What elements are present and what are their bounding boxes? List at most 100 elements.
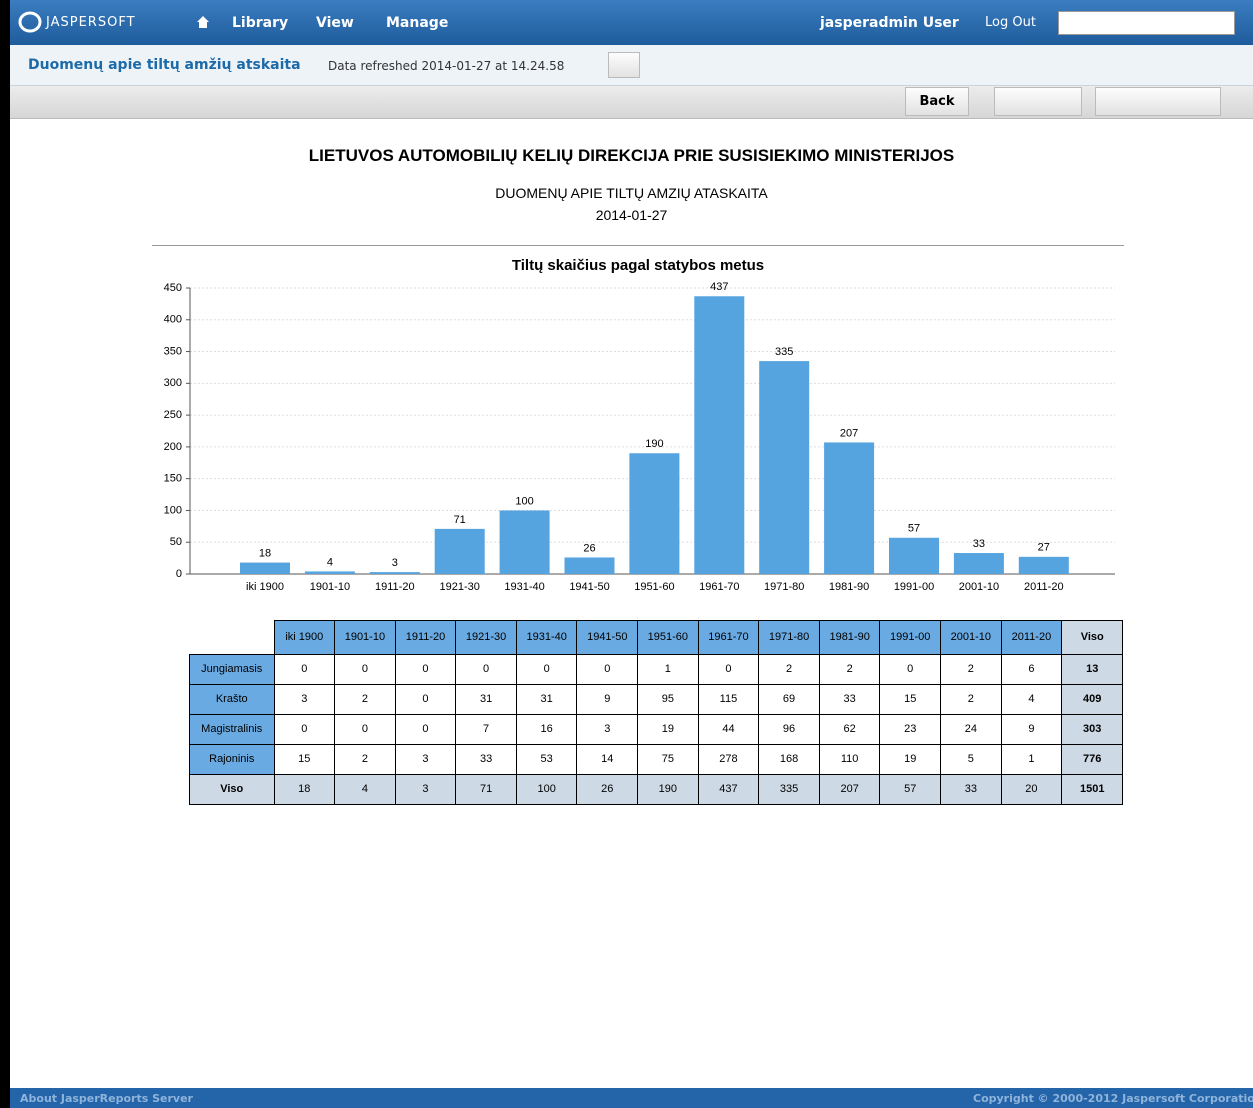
table-row: Krašto 3 2 0 31 31 9 95 115 69 33 15 2 4 409 <box>189 683 1124 715</box>
undo-redo-buttons[interactable] <box>1095 87 1221 116</box>
table-cell: 0 <box>697 653 760 685</box>
table-cell: 57 <box>879 773 942 805</box>
column-header: 1961-70 <box>697 620 760 655</box>
table-cell: 6 <box>1000 653 1063 685</box>
table-cell: 18 <box>273 773 336 805</box>
table-cell: 0 <box>879 653 942 685</box>
table-cell: 0 <box>273 653 336 685</box>
column-header: 1971-80 <box>758 620 820 655</box>
table-cell: 95 <box>637 683 699 715</box>
y-tick-label: 250 <box>164 409 182 421</box>
table-cell: 2 <box>758 653 820 685</box>
brand: JASPERSOFT <box>46 15 136 30</box>
report-title: LIETUVOS AUTOMOBILIŲ KELIŲ DIREKCIJA PRI… <box>308 146 955 165</box>
table-cell: 0 <box>334 713 396 745</box>
table-cell: 15 <box>879 683 942 715</box>
data-table: iki 1900 1901-10 1911-20 1921-30 1931-40 1941… <box>189 620 1124 805</box>
logout[interactable]: Log Out <box>985 15 1036 30</box>
chart: Tiltų skaičius pagal statybos metus 0 50 1… <box>164 257 1115 593</box>
table-cell: 335 <box>758 773 820 805</box>
column-header: 2001-10 <box>940 620 1002 655</box>
y-tick-label: 450 <box>164 282 182 294</box>
y-tick-label: 400 <box>164 314 182 326</box>
data-label: 100 <box>515 495 533 507</box>
table-cell: 96 <box>758 713 820 745</box>
y-tick-label: 0 <box>176 568 182 580</box>
table-cell: 115 <box>697 683 760 715</box>
export-buttons[interactable] <box>994 87 1082 116</box>
separator <box>152 245 1124 246</box>
row-header: Rajoninis <box>189 743 275 775</box>
x-tick-label: iki 1900 <box>246 581 284 593</box>
nav-view[interactable]: View <box>316 15 354 31</box>
column-header: 1981-90 <box>818 620 881 655</box>
user-name[interactable]: jasperadmin User <box>820 15 959 31</box>
refresh-button[interactable] <box>608 52 640 78</box>
x-tick-label: 1951-60 <box>634 581 674 593</box>
table-cell: 1501 <box>1061 773 1124 805</box>
table-cell: 53 <box>515 743 578 775</box>
footer-about[interactable]: About JasperReports Server <box>20 1092 193 1105</box>
table-row: Rajoninis 15 2 3 33 53 14 75 278 168 110 19 5 1 776 <box>189 743 1124 775</box>
column-header: 1911-20 <box>394 620 457 655</box>
column-header: Viso <box>1061 620 1124 655</box>
table-cell: 7 <box>455 713 517 745</box>
table-cell: 776 <box>1061 743 1124 775</box>
nav-library[interactable]: Library <box>232 15 289 31</box>
table-cell: 9 <box>1000 713 1063 745</box>
table-cell: 33 <box>818 683 881 715</box>
table-cell: 2 <box>940 653 1002 685</box>
column-header: 1901-10 <box>334 620 396 655</box>
column-header: 1951-60 <box>637 620 699 655</box>
nav-bar: JASPERSOFT Library View Manage jasperadm… <box>10 0 1253 45</box>
table-cell: 71 <box>455 773 517 805</box>
table-cell: 15 <box>273 743 336 775</box>
table-cell: 75 <box>637 743 699 775</box>
table-cell: 62 <box>818 713 881 745</box>
column-header: 1931-40 <box>515 620 578 655</box>
table-row: Viso 18 4 3 71 100 26 190 437 335 207 57 33 20 1501 <box>189 773 1124 805</box>
y-tick-label: 100 <box>164 504 182 516</box>
table-cell: 0 <box>273 713 336 745</box>
data-label: 26 <box>583 542 595 554</box>
table-cell: 3 <box>273 683 336 715</box>
column-header: 2011-20 <box>1000 620 1063 655</box>
home-icon[interactable] <box>196 15 210 29</box>
table-cell: 168 <box>758 743 820 775</box>
x-tick-label: 1911-20 <box>375 581 415 593</box>
table-cell: 33 <box>940 773 1002 805</box>
table-cell: 9 <box>576 683 639 715</box>
table-row: Jungiamasis 0 0 0 0 0 0 1 0 2 2 0 2 6 13 <box>189 653 1124 685</box>
table-cell: 20 <box>1000 773 1063 805</box>
data-label: 3 <box>392 557 398 569</box>
bar <box>434 528 485 574</box>
toolbar: Back <box>10 86 1253 119</box>
row-header: Viso <box>189 773 275 805</box>
table-cell: 3 <box>394 773 457 805</box>
table-cell: 5 <box>940 743 1002 775</box>
table-cell: 110 <box>818 743 881 775</box>
table-cell: 0 <box>576 653 639 685</box>
search-box[interactable] <box>1058 11 1235 35</box>
table-cell: 278 <box>697 743 760 775</box>
table-cell: 0 <box>334 653 396 685</box>
table-cell: 2 <box>818 653 881 685</box>
table-cell: 1 <box>1000 743 1063 775</box>
table-cell: 4 <box>334 773 396 805</box>
column-header: 1991-00 <box>879 620 942 655</box>
nav-manage[interactable]: Manage <box>386 15 449 31</box>
table-cell: 19 <box>879 743 942 775</box>
column-header: 1941-50 <box>576 620 639 655</box>
table-cell: 100 <box>515 773 578 805</box>
data-label: 437 <box>710 281 728 293</box>
column-header: 1921-30 <box>455 620 517 655</box>
table-cell: 23 <box>879 713 942 745</box>
y-tick-label: 300 <box>164 377 182 389</box>
bar <box>1018 556 1069 574</box>
data-label: 4 <box>327 556 333 568</box>
bar <box>499 510 550 574</box>
header-row: iki 1900 1901-10 1911-20 1921-30 1931-40 1941… <box>189 620 1124 655</box>
back-button[interactable]: Back <box>905 87 969 116</box>
table-row: Magistralinis 0 0 0 7 16 3 19 44 96 62 23 24 9 303 <box>189 713 1124 745</box>
